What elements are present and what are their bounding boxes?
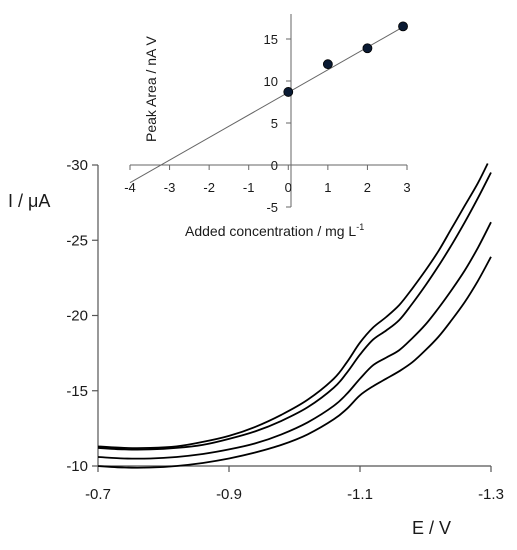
main-series-line-1 [97, 163, 489, 450]
main-y-tick-label: -20 [66, 308, 88, 325]
inset-x-tick-label: 1 [324, 180, 331, 195]
inset-data-point [362, 43, 373, 54]
main-xlabel: E / V [412, 518, 451, 538]
main-x-tick-label: -0.9 [216, 486, 242, 503]
inset-fit-line [129, 24, 408, 184]
inset-ticks [129, 38, 408, 208]
main-x-tick-label: -1.3 [478, 486, 504, 503]
inset-y-tick-label: 10 [264, 74, 278, 89]
inset-y-tick-label: 0 [271, 158, 278, 173]
inset-y-tick-label: -5 [266, 200, 278, 215]
inset-xlabel-text: Added concentration / mg L [185, 223, 356, 239]
main-ylabel: I / μA [8, 191, 50, 211]
main-series-line-4 [97, 256, 492, 469]
inset-x-tick-label: -4 [124, 180, 136, 195]
main-x-tick-label: -1.1 [347, 486, 373, 503]
main-ticks [92, 164, 492, 472]
inset-y-tick-label: 5 [271, 116, 278, 131]
inset-y-tick-label: 15 [264, 32, 278, 47]
inset-data-point [322, 59, 333, 70]
inset-x-tick-label: -3 [164, 180, 176, 195]
inset-x-tick-label: 0 [285, 180, 292, 195]
inset-x-tick-label: 2 [364, 180, 371, 195]
main-series-line-3 [97, 221, 492, 460]
inset-x-tick-label: -2 [203, 180, 215, 195]
main-chart: -10-15-20-25-30-0.7 -0.9 -1.1 -1.3 I / μA E… [8, 157, 504, 538]
main-series [97, 163, 492, 469]
main-series-line-2 [97, 172, 492, 451]
inset-x-tick-label: 3 [403, 180, 410, 195]
main-y-tick-label: -10 [66, 458, 88, 475]
inset-points [283, 21, 408, 97]
inset-chart: -4 -3 -2 -1 0 1 2 3 -5 0 5 10 15 Peak Area / nA V Ad… [124, 14, 411, 239]
inset-ylabel: Peak Area / nA V [143, 35, 159, 142]
inset-x-tick-label: -1 [243, 180, 255, 195]
inset-data-point [283, 87, 294, 97]
main-tick-labels: -10-15-20-25-30-0.7 -0.9 -1.1 -1.3 [66, 157, 504, 503]
main-x-tick-label: -0.7 [85, 486, 111, 503]
inset-xlabel: Added concentration / mg L-1 [185, 222, 364, 239]
inset-tick-labels: -4 -3 -2 -1 0 1 2 3 -5 0 5 10 15 [124, 32, 410, 215]
inset-xlabel-superscript: -1 [356, 222, 364, 232]
main-y-tick-label: -30 [66, 157, 88, 174]
main-y-tick-label: -25 [66, 232, 88, 249]
inset-data-point [398, 21, 408, 32]
main-y-tick-label: -15 [66, 383, 88, 400]
